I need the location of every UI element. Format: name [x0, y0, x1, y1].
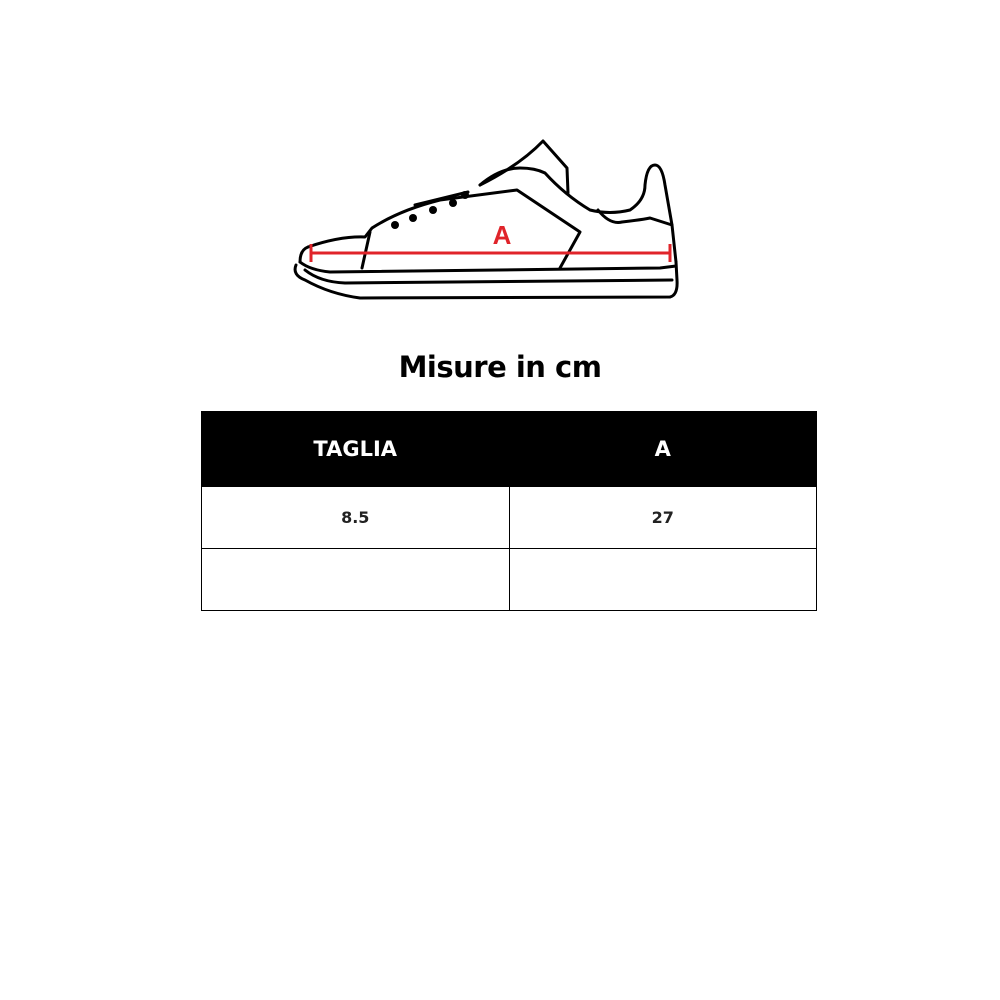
measure-label-a: A — [493, 220, 512, 250]
table-row: 8.5 27 — [201, 486, 817, 549]
table-header-row: TAGLIA A — [201, 411, 817, 487]
header-taglia: TAGLIA — [201, 411, 510, 487]
sneaker-illustration: A — [293, 139, 679, 300]
page-title: Misure in cm — [398, 350, 602, 384]
header-a: A — [508, 411, 817, 487]
cell-a — [508, 548, 817, 611]
cell-size: 8.5 — [201, 486, 510, 549]
lace-holes — [391, 191, 469, 229]
measure-line-a — [309, 244, 672, 262]
size-table: TAGLIA A 8.5 27 — [201, 411, 817, 611]
cell-a: 27 — [508, 486, 817, 549]
table-row — [201, 548, 817, 611]
sneaker-outline-icon — [293, 139, 679, 300]
cell-size — [201, 548, 510, 611]
